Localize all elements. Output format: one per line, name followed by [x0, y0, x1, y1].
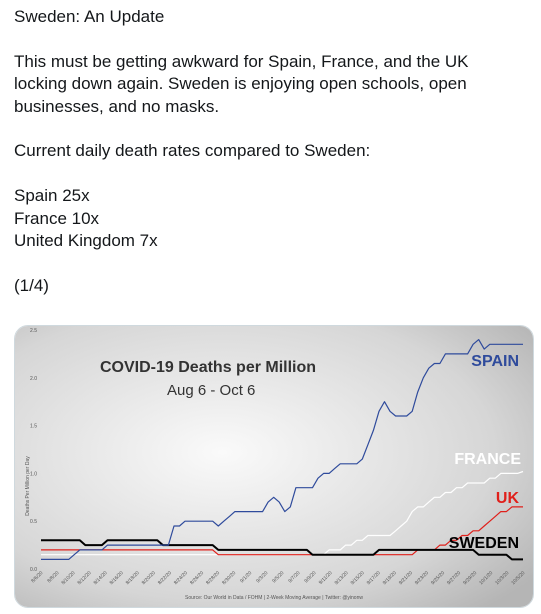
chart-title: COVID-19 Deaths per Million: [100, 359, 316, 376]
paragraph1-line2: locking down again. Sweden is enjoying o…: [14, 74, 467, 94]
series-label-uk: UK: [496, 490, 520, 507]
rate-france: France 10x: [14, 208, 100, 228]
tweet-text: Sweden: An Update This must be getting a…: [14, 6, 534, 297]
y-tick-label: 0.0: [30, 567, 37, 573]
rate-uk: United Kingdom 7x: [14, 231, 158, 251]
paragraph1-line1: This must be getting awkward for Spain, …: [14, 51, 469, 71]
chart-subtitle: Aug 6 - Oct 6: [167, 382, 255, 399]
rate-spain: Spain 25x: [14, 185, 90, 205]
paragraph1-line3: businesses, and no masks.: [14, 96, 220, 116]
series-label-sweden: SWEDEN: [449, 535, 519, 552]
y-tick-label: 2.0: [30, 376, 37, 382]
tweet-media-chart[interactable]: COVID-19 Deaths per Million Aug 6 - Oct …: [14, 325, 534, 608]
chart-svg: COVID-19 Deaths per Million Aug 6 - Oct …: [15, 326, 533, 607]
series-label-france: FRANCE: [454, 451, 521, 468]
chart-background: [15, 326, 533, 607]
y-tick-label: 1.5: [30, 424, 37, 430]
series-label-spain: SPAIN: [471, 353, 519, 370]
series-line-uk: [41, 506, 523, 556]
y-axis-label: Deaths Per Million per Day: [25, 456, 31, 516]
series-line-spain: [41, 339, 523, 560]
tweet-title-line: Sweden: An Update: [14, 7, 165, 26]
thread-index: (1/4): [14, 275, 49, 295]
paragraph2: Current daily death rates compared to Sw…: [14, 141, 371, 161]
y-tick-label: 1.0: [30, 471, 37, 477]
y-tick-label: 0.5: [30, 519, 37, 525]
chart-source-note: Source: Our World in Data / FOHM | 2-Wee…: [185, 595, 363, 601]
series-line-sweden: [41, 539, 523, 561]
y-tick-label: 2.5: [30, 328, 37, 334]
